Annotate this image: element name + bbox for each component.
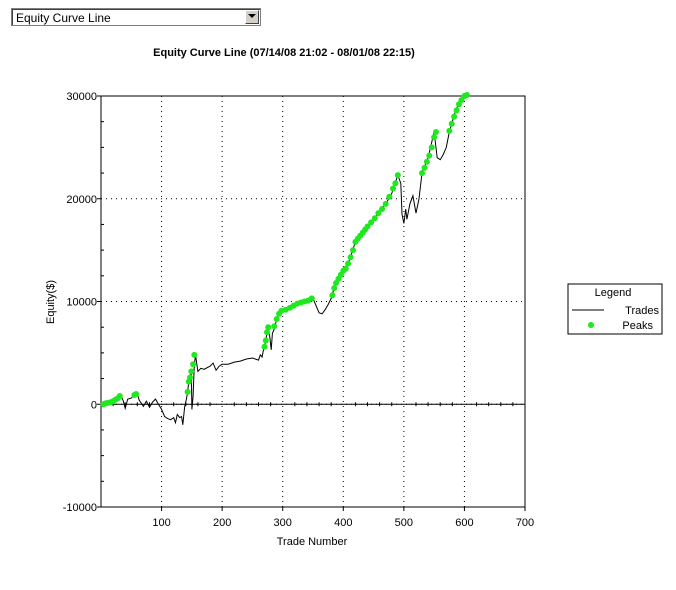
peak-point [463, 92, 470, 98]
peak-point [390, 185, 396, 192]
peak-point [433, 129, 439, 135]
series-trades-line [101, 94, 468, 425]
chevron-down-icon [248, 14, 256, 18]
peak-point [419, 170, 425, 177]
peak-point [184, 388, 191, 395]
peak-point [448, 120, 455, 127]
y-axis-label: Equity($) [45, 280, 57, 324]
peak-point [426, 152, 433, 159]
peak-point [392, 180, 399, 187]
peak-point [116, 393, 123, 399]
peak-point [368, 219, 375, 226]
y-tick-label: -10000 [63, 502, 97, 514]
peak-point [364, 223, 371, 230]
x-tick-label: 300 [274, 517, 292, 529]
x-tick-label: 400 [334, 517, 352, 529]
series-peaks-points [100, 92, 470, 408]
x-tick-label: 600 [455, 517, 473, 529]
y-tick-label: 30000 [66, 91, 97, 103]
y-tick-label: 20000 [66, 194, 97, 206]
peak-point [446, 127, 453, 134]
peak-point [331, 285, 338, 292]
peak-point [308, 295, 315, 302]
peak-point [273, 316, 280, 322]
legend-box [567, 283, 663, 335]
legend-peaks-swatch [588, 322, 594, 328]
peak-point [379, 206, 386, 212]
peak-point [451, 113, 458, 120]
peak-point [261, 343, 268, 350]
legend-peaks-label: Peaks [622, 320, 653, 332]
peak-point [347, 254, 354, 261]
peak-point [188, 368, 195, 375]
peak-point [386, 193, 393, 200]
peak-point [394, 172, 401, 179]
peak-point [371, 215, 378, 222]
peak-point [423, 158, 430, 165]
peak-point [431, 134, 438, 141]
legend-title: Legend [595, 287, 632, 299]
legend: Legend Trades Peaks [567, 283, 663, 335]
x-tick-label: 100 [152, 517, 170, 529]
y-axis-ticks: -10000 0 10000 20000 30000 [63, 91, 101, 514]
peak-point [187, 374, 193, 381]
peak-point [191, 351, 198, 358]
peak-point [350, 247, 356, 254]
x-tick-label: 700 [516, 517, 534, 529]
peak-point [271, 323, 278, 330]
peak-point [190, 361, 197, 368]
peak-point [133, 391, 140, 397]
x-tick-label: 200 [213, 517, 231, 529]
peak-point [428, 144, 435, 151]
legend-trades-label: Trades [625, 305, 659, 317]
x-axis-label: Trade Number [277, 536, 348, 548]
chart-type-dropdown[interactable]: Equity Curve Line [11, 8, 261, 26]
peak-point [262, 337, 269, 344]
peak-point [342, 265, 349, 272]
peak-point [329, 292, 336, 299]
x-axis-ticks: 100 200 300 400 500 600 700 [152, 507, 534, 529]
peak-point [458, 97, 465, 104]
peak-point [453, 107, 460, 114]
chart-type-dropdown-value: Equity Curve Line [16, 11, 111, 25]
y-tick-label: 10000 [66, 297, 97, 309]
peak-point [265, 324, 272, 331]
dropdown-button[interactable] [245, 10, 259, 24]
y-tick-label: 0 [91, 399, 97, 411]
chart-title: Equity Curve Line (07/14/08 21:02 - 08/0… [153, 47, 415, 59]
peak-point [382, 200, 389, 207]
peak-point [421, 164, 428, 171]
peak-point [264, 329, 270, 336]
peak-point [345, 260, 352, 267]
peak-point [375, 210, 382, 217]
x-tick-label: 500 [395, 517, 413, 529]
